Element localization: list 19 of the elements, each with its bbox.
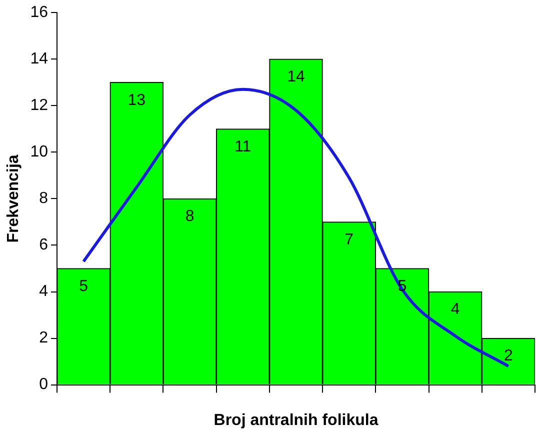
data-label: 7 (344, 231, 354, 248)
y-tick-label: 12 (30, 97, 48, 114)
data-label: 14 (287, 68, 305, 86)
y-tick-label: 0 (39, 376, 48, 394)
y-tick-label: 14 (30, 50, 48, 68)
y-tick-label: 16 (30, 4, 48, 22)
y-tick-label: 10 (30, 144, 48, 161)
data-label: 2 (504, 348, 513, 365)
data-label: 4 (450, 301, 460, 318)
data-label: 5 (79, 278, 88, 295)
data-label: 8 (185, 208, 194, 226)
y-axis-title: Frekvencija (5, 154, 22, 243)
y-tick-label: 6 (39, 236, 48, 254)
x-axis-title: Broj antralnih folikula (214, 412, 378, 429)
y-tick-label: 4 (39, 283, 48, 300)
y-tick-label: 2 (39, 330, 48, 347)
data-label: 13 (128, 92, 146, 109)
data-label: 11 (234, 138, 252, 156)
y-tick-label: 8 (39, 190, 48, 208)
